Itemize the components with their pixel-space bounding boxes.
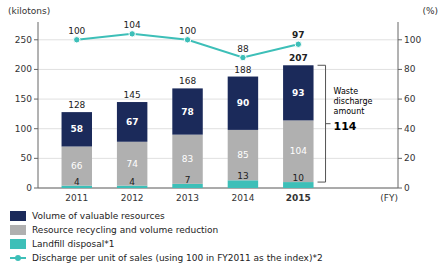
y-tick: [34, 99, 38, 100]
segment-label: 93: [292, 88, 305, 98]
bar-segment: [117, 142, 147, 186]
segment-label: 10: [293, 173, 305, 183]
bar-segment: [283, 65, 313, 120]
segment-label: 85: [237, 150, 248, 160]
legend-swatch: [15, 255, 21, 261]
y-tick: [34, 39, 38, 40]
bar-segment: [283, 120, 313, 182]
chart: 0 50 100 150 200 250 0 20 40 60 80 100 2011 2012 2013 2…: [0, 0, 442, 279]
y-tick: [34, 69, 38, 70]
segment-label: 83: [182, 154, 193, 164]
grid: 0 50 100 150 200 250 0 20 40 60 80 100: [15, 35, 422, 193]
marks: [62, 31, 314, 188]
y-axis-label: (kilotons): [8, 6, 50, 16]
bar-segment: [228, 180, 258, 188]
y2-tick: [398, 158, 402, 159]
y2-tick: [398, 99, 402, 100]
bar-segment: [228, 77, 258, 130]
y-tick-label: 0: [26, 183, 32, 193]
bar-segment: [62, 147, 92, 186]
y2-axis-line: [398, 22, 399, 188]
line-marker: [129, 31, 135, 37]
total-label: 188: [234, 65, 251, 75]
line-marker: [74, 37, 80, 43]
y-tick-label: 150: [15, 94, 32, 104]
legend-label: Discharge per unit of sales (using 100 i…: [32, 253, 323, 263]
legend-label: Volume of valuable resources: [32, 211, 165, 221]
y-tick-label: 200: [15, 64, 32, 74]
y2-tick-label: 0: [404, 183, 410, 193]
page: {"chart_data": { "type": "bar", "stacked…: [0, 0, 442, 279]
legend-swatch: [10, 239, 26, 249]
line-label: 100: [179, 26, 196, 36]
y-tick-label: 50: [21, 153, 33, 163]
segment-label: 74: [126, 159, 138, 169]
annotation-text: amount: [334, 107, 365, 116]
bar-segment: [62, 112, 92, 146]
legend-label: Resource recycling and volume reduction: [32, 225, 218, 235]
annotation-text: Waste: [334, 87, 359, 96]
line-label: 104: [124, 20, 141, 30]
total-label: 128: [68, 100, 85, 110]
grid-line: [38, 69, 398, 70]
y2-tick-label: 80: [404, 64, 416, 74]
segment-label: 67: [126, 117, 139, 127]
y-tick: [34, 188, 38, 189]
y2-tick: [398, 39, 402, 40]
legend-swatch: [10, 225, 26, 235]
y2-tick: [398, 188, 402, 189]
line-label: 97: [292, 30, 305, 40]
y-axis-line: [38, 22, 39, 188]
bar-segment: [117, 102, 147, 142]
x-tick-label: 2015: [286, 193, 311, 203]
annotation: Wastedischargeamount 114: [318, 65, 373, 182]
y2-tick-label: 100: [404, 35, 421, 45]
total-label: 145: [124, 90, 141, 100]
segment-label: 7: [185, 175, 191, 185]
line-label: 88: [237, 44, 249, 54]
segment-label: 78: [181, 107, 194, 117]
bracket: [318, 65, 331, 182]
line: [77, 34, 299, 58]
x-tick-label: 2012: [121, 193, 144, 203]
legend: Volume of valuable resources Resource rec…: [10, 211, 323, 263]
total-label: 207: [289, 53, 308, 63]
line-marker: [295, 41, 301, 47]
legend-swatch: [10, 211, 26, 221]
bar-segment: [172, 88, 202, 134]
x-tick-label: 2014: [231, 193, 254, 203]
grid-line: [38, 39, 398, 40]
line-marker: [240, 54, 246, 60]
y-tick: [34, 158, 38, 159]
y-tick: [34, 128, 38, 129]
y2-tick: [398, 69, 402, 70]
y-tick-label: 100: [15, 124, 32, 134]
annotation-value: 114: [334, 120, 357, 133]
x-tick-label: 2011: [65, 193, 88, 203]
legend-label: Landfill disposal*1: [32, 239, 115, 249]
y2-tick: [398, 128, 402, 129]
segment-label: 58: [71, 124, 84, 134]
segment-label: 104: [290, 146, 307, 156]
x-tick-label: 2013: [176, 193, 199, 203]
line-label: 100: [68, 26, 85, 36]
data-labels: 4 4 7 13 10 66 74 83 85 104 58 67 78 90 93 128 145 168 188…: [68, 20, 308, 187]
segment-label: 4: [74, 177, 80, 187]
segment-label: 4: [129, 177, 135, 187]
line-marker: [184, 37, 190, 43]
x-axis-label: (FY): [380, 193, 398, 203]
y2-tick-label: 20: [404, 153, 416, 163]
y2-axis-label: (%): [422, 6, 438, 16]
segment-label: 90: [237, 98, 250, 108]
y-tick-label: 250: [15, 35, 32, 45]
annotation-text: discharge: [334, 97, 373, 106]
y2-tick-label: 40: [404, 124, 416, 134]
axes: 20112012201320142015(kilotons)(%)(FY): [8, 6, 438, 203]
segment-label: 13: [237, 171, 248, 181]
total-label: 168: [179, 76, 196, 86]
y2-tick-label: 60: [404, 94, 416, 104]
segment-label: 66: [71, 161, 83, 171]
